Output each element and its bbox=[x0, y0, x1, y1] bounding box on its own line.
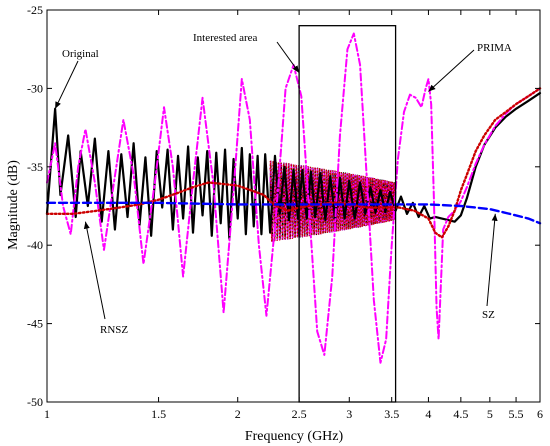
annotation-arrow bbox=[486, 213, 498, 307]
y-axis-label: Magnitude (dB) bbox=[6, 160, 21, 250]
annotation-arrow bbox=[83, 221, 106, 320]
ticks-layer: 1 1.5 2 2.5 3 3.5 4 4.5 5 5.5 6 -50 -45 -40 -35 -30 -25 bbox=[27, 3, 543, 421]
series-layer bbox=[45, 32, 542, 364]
x-axis-label: Frequency (GHz) bbox=[245, 429, 344, 444]
plot-frame bbox=[46, 9, 541, 403]
x-tick-label: 3.5 bbox=[384, 407, 399, 421]
annotation-label: RNSZ bbox=[100, 324, 128, 336]
x-tick-label: 1.5 bbox=[151, 407, 166, 421]
y-tick-label: -45 bbox=[27, 317, 43, 331]
x-tick-label: 2.5 bbox=[292, 407, 307, 421]
annotation-arrow bbox=[54, 60, 79, 109]
x-tick-label: 3 bbox=[346, 407, 352, 421]
annotation-label: SZ bbox=[482, 309, 495, 321]
annotation-arrow bbox=[276, 41, 300, 74]
annotation-arrow bbox=[428, 49, 475, 92]
series-line-prima bbox=[46, 32, 541, 364]
annotation-label: Original bbox=[62, 48, 99, 60]
x-tick-label: 6 bbox=[537, 407, 543, 421]
x-tick-label: 1 bbox=[44, 407, 50, 421]
x-tick-label: 5 bbox=[487, 407, 493, 421]
y-tick-label: -35 bbox=[27, 160, 43, 174]
annotation-layer: Original Interested area PRIMA RNSZ SZ bbox=[54, 32, 512, 336]
y-tick-label: -30 bbox=[27, 81, 43, 95]
x-tick-label: 4.5 bbox=[453, 407, 468, 421]
y-tick-label: -25 bbox=[27, 3, 43, 17]
x-tick-label: 4 bbox=[425, 407, 431, 421]
series-line-sz bbox=[45, 201, 542, 225]
annotation-label: PRIMA bbox=[477, 42, 512, 54]
annotation-label: Interested area bbox=[193, 32, 258, 44]
axes-layer bbox=[46, 9, 541, 403]
x-tick-label: 5.5 bbox=[509, 407, 524, 421]
dense-oscillation-rnsz bbox=[269, 160, 397, 242]
y-tick-label: -50 bbox=[27, 395, 43, 409]
series-line-rnsz bbox=[45, 87, 542, 239]
x-tick-label: 2 bbox=[235, 407, 241, 421]
y-tick-label: -40 bbox=[27, 238, 43, 252]
